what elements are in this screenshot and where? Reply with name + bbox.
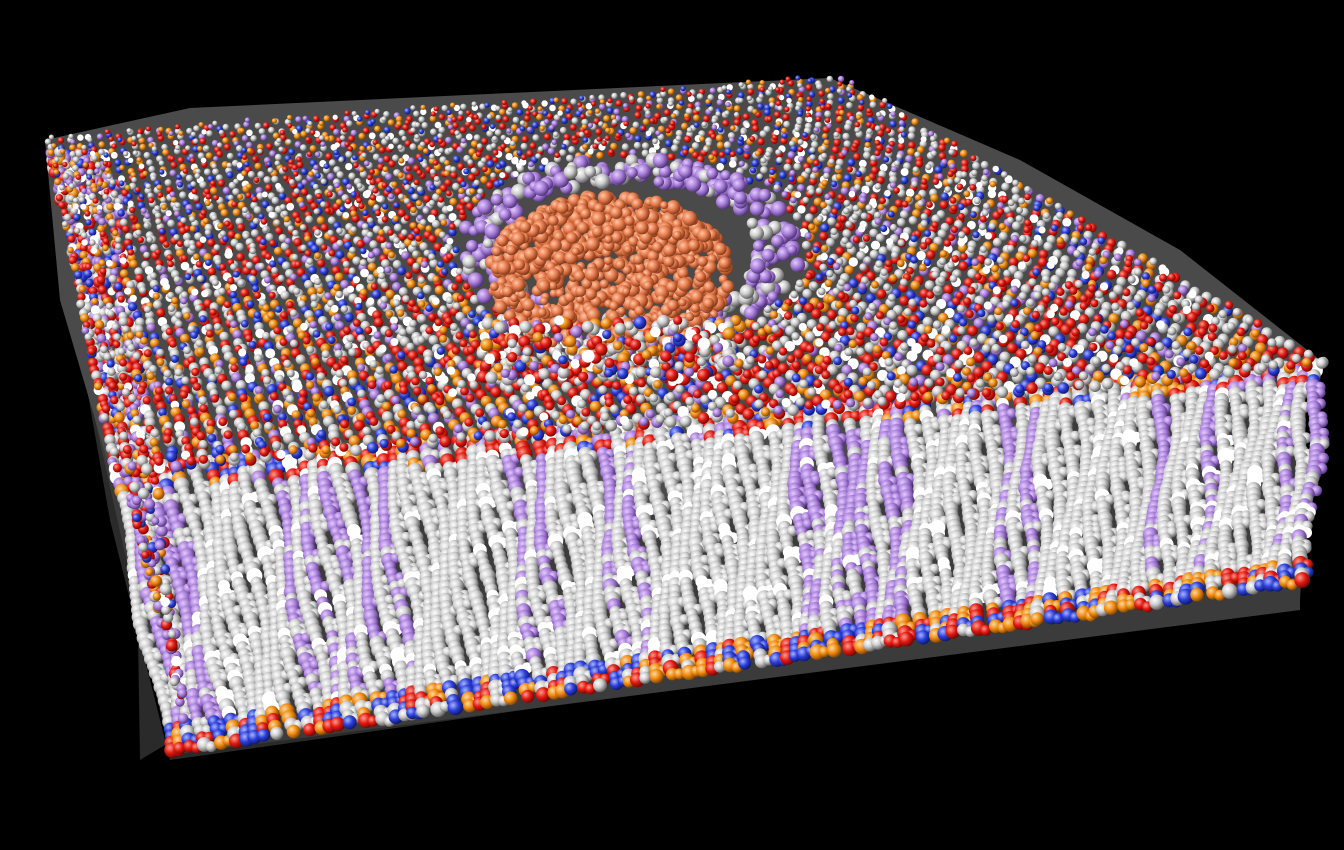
embedded-protein — [476, 190, 747, 386]
lipid-top-layer — [44, 75, 1328, 475]
